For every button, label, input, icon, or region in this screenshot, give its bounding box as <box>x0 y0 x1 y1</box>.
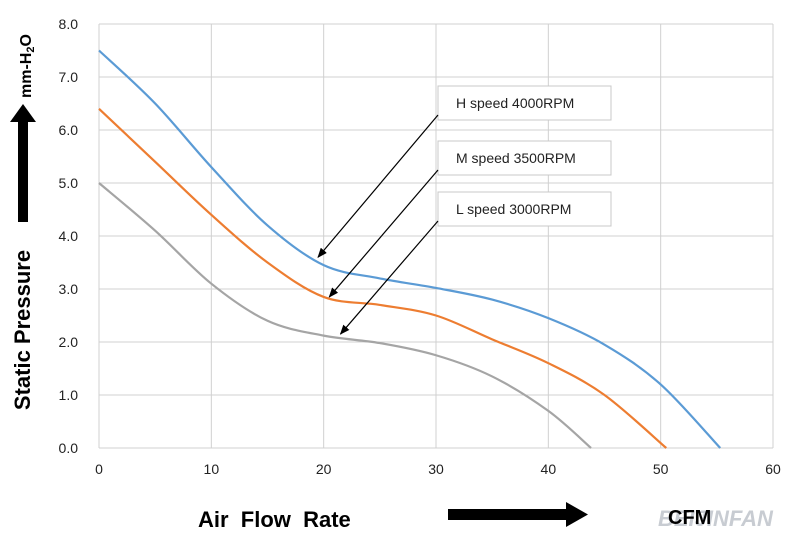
annotation-label: M speed 3500RPM <box>456 150 576 166</box>
watermark: BEIJINFAN <box>658 506 774 531</box>
y-axis-arrow-head <box>10 104 36 122</box>
x-tick-label: 40 <box>541 461 557 477</box>
series-lines <box>98 49 722 449</box>
y-tick-label: 1.0 <box>59 387 79 403</box>
gridlines <box>98 23 774 449</box>
x-tick-label: 20 <box>316 461 332 477</box>
y-tick-label: 2.0 <box>59 334 79 350</box>
y-tick-labels: 0.0 1.0 2.0 3.0 4.0 5.0 6.0 7.0 8.0 <box>59 16 79 456</box>
annotation-arrow <box>328 169 439 298</box>
y-tick-label: 6.0 <box>59 122 79 138</box>
series-line-1 <box>98 49 722 449</box>
y-tick-label: 0.0 <box>59 440 79 456</box>
x-axis-arrow-head <box>566 502 588 527</box>
annotation-3: L speed 3000RPM <box>339 191 612 335</box>
series-line-3 <box>98 182 592 449</box>
annotations: H speed 4000RPM M speed 3500RPM L speed 30… <box>317 85 612 335</box>
annotation-box <box>437 85 612 121</box>
x-axis-arrow-shaft <box>448 509 566 520</box>
x-tick-label: 30 <box>428 461 444 477</box>
x-tick-label: 60 <box>765 461 781 477</box>
annotation-2: M speed 3500RPM <box>328 140 612 298</box>
annotation-box <box>437 191 612 227</box>
x-axis-unit: CFM <box>668 507 711 529</box>
x-axis-label: Air Flow Rate <box>198 507 351 532</box>
y-axis-arrow-shaft <box>18 122 28 222</box>
y-tick-label: 3.0 <box>59 281 79 297</box>
y-axis-label-group: Static Pressure mm-H2O <box>10 34 37 410</box>
y-tick-label: 7.0 <box>59 69 79 85</box>
x-tick-label: 0 <box>95 461 103 477</box>
y-axis-label: Static Pressure <box>10 250 35 410</box>
annotation-arrow <box>339 220 439 335</box>
y-tick-label: 4.0 <box>59 228 79 244</box>
annotation-arrow <box>317 114 439 258</box>
y-tick-label: 5.0 <box>59 175 79 191</box>
y-tick-label: 8.0 <box>59 16 79 32</box>
x-tick-label: 50 <box>653 461 669 477</box>
annotation-box <box>437 140 612 176</box>
annotation-label: L speed 3000RPM <box>456 201 571 217</box>
annotation-label: H speed 4000RPM <box>456 95 574 111</box>
series-line-2 <box>98 107 667 449</box>
x-tick-labels: 0 10 20 30 40 50 60 <box>95 461 781 477</box>
x-tick-label: 10 <box>204 461 220 477</box>
annotation-1: H speed 4000RPM <box>317 85 612 258</box>
y-axis-unit: mm-H2O <box>18 34 37 98</box>
